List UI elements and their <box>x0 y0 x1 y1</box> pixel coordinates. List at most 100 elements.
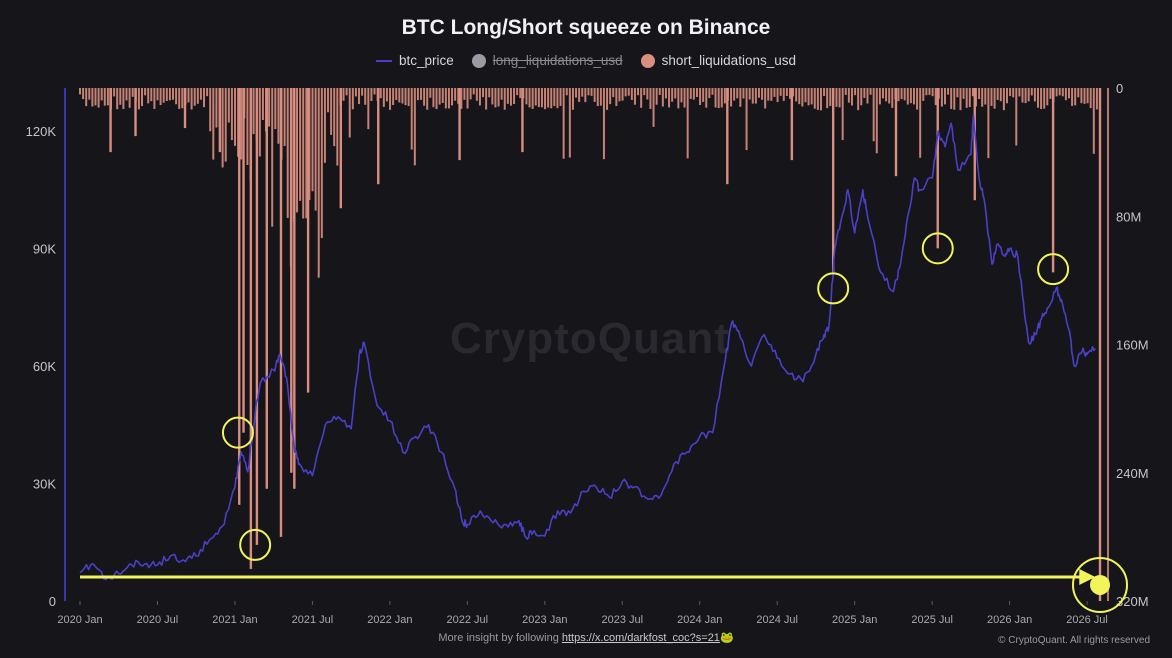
liquidation-bar <box>172 88 175 100</box>
liquidation-bar <box>1089 88 1092 109</box>
annotation-circle <box>1072 556 1128 613</box>
liquidation-bar <box>79 88 81 95</box>
liquidation-bar <box>556 88 559 109</box>
liquidation-bar <box>993 88 996 109</box>
liquidation-bar <box>475 88 478 101</box>
liquidation-bar <box>274 88 277 130</box>
liquidation-bar <box>819 88 822 111</box>
liquidation-bar <box>373 88 376 95</box>
liquidation-bar <box>692 88 695 100</box>
liquidation-spike <box>936 88 939 249</box>
liquidation-bar <box>618 88 621 102</box>
liquidation-bar <box>454 88 457 101</box>
liquidation-bar <box>525 88 528 105</box>
liquidation-bar <box>1033 88 1036 102</box>
liquidation-bar <box>385 88 388 102</box>
frog-emoji-icon: 🐸 <box>719 632 734 644</box>
legend-line-icon <box>376 59 392 62</box>
liquidation-bar <box>630 88 633 100</box>
liquidation-bar <box>906 88 909 105</box>
liquidation-bar <box>212 88 215 160</box>
liquidation-bar <box>175 88 178 105</box>
left-tick-label: 90K <box>33 242 56 257</box>
x-tick-label: 2021 Jan <box>212 614 257 626</box>
liquidation-bar <box>1012 88 1015 98</box>
liquidation-bar <box>568 88 571 158</box>
liquidation-bar <box>655 88 658 105</box>
liquidation-bar <box>776 88 779 103</box>
liquidation-spike <box>279 88 283 537</box>
liquidation-bar <box>1043 88 1046 109</box>
liquidation-bar <box>782 88 785 101</box>
liquidation-bar <box>829 88 832 107</box>
liquidation-bar <box>441 88 444 104</box>
x-tick-label: 2024 Jan <box>677 614 722 626</box>
liquidation-bar <box>770 88 773 101</box>
liquidation-bar <box>116 88 119 110</box>
liquidation-bar <box>695 88 698 98</box>
liquidation-spike <box>726 88 729 185</box>
liquidation-bar <box>466 88 469 109</box>
liquidation-bar <box>420 88 423 100</box>
liquidation-bar <box>711 88 714 95</box>
liquidation-bar <box>528 88 531 108</box>
liquidation-bar <box>258 88 261 157</box>
liquidation-bar <box>581 88 584 97</box>
legend-label: btc_price <box>399 53 454 68</box>
liquidation-bar <box>389 88 392 110</box>
liquidation-bar <box>891 88 894 108</box>
liquidation-bar <box>122 88 125 110</box>
liquidation-bar <box>788 88 791 99</box>
liquidation-bar <box>717 88 720 109</box>
liquidation-bar <box>221 88 224 168</box>
liquidation-bar <box>516 88 519 96</box>
liquidation-bar <box>658 88 661 95</box>
liquidation-bar <box>671 88 674 102</box>
liquidation-bar <box>252 88 255 135</box>
liquidation-bar <box>100 88 103 101</box>
liquidation-bar <box>277 88 280 144</box>
liquidation-bar <box>128 88 131 108</box>
liquidation-bar <box>699 88 702 105</box>
liquidation-bar <box>435 88 438 110</box>
liquidation-bar <box>959 88 962 111</box>
watermark: CryptoQuant <box>450 314 730 363</box>
liquidation-bar <box>999 88 1002 102</box>
liquidation-bar <box>562 88 565 159</box>
liquidation-bar <box>302 88 305 219</box>
annotation-circle <box>921 232 954 265</box>
legend-item-short-liquidations[interactable]: short_liquidations_usd <box>640 53 796 68</box>
liquidation-spike <box>242 88 245 433</box>
x-tick-label: 2020 Jan <box>57 614 102 626</box>
liquidation-bar <box>689 88 692 99</box>
footer-link[interactable]: https://x.com/darkfost_coc?s=21 <box>561 632 720 644</box>
liquidation-bar <box>587 88 590 96</box>
liquidation-bar <box>599 88 602 106</box>
liquidation-bar <box>661 88 664 107</box>
liquidation-spike <box>109 88 112 153</box>
liquidation-bar <box>234 88 237 146</box>
liquidation-spike <box>290 88 293 473</box>
liquidation-spike <box>377 88 380 185</box>
liquidation-bar <box>506 88 509 104</box>
legend-item-btc-price[interactable]: btc_price <box>376 53 454 68</box>
liquidation-bar <box>888 88 891 104</box>
liquidation-bar <box>996 88 999 100</box>
copyright: © CryptoQuant. All rights reserved <box>998 635 1150 646</box>
liquidation-bar <box>447 88 450 109</box>
liquidation-spike <box>249 88 253 569</box>
liquidation-bar <box>314 88 317 211</box>
liquidation-bar <box>410 88 413 150</box>
liquidation-bar <box>478 88 481 106</box>
liquidation-bar <box>503 88 506 110</box>
liquidation-bar <box>156 88 159 101</box>
liquidation-bar <box>708 88 711 99</box>
liquidation-bar <box>956 88 959 98</box>
liquidation-bar <box>85 88 88 107</box>
liquidation-bar <box>240 88 243 160</box>
liquidation-bar <box>91 88 94 107</box>
btc-price-line <box>79 114 1096 581</box>
liquidation-bar <box>779 88 782 96</box>
legend-item-long-liquidations[interactable]: long_liquidations_usd <box>471 53 623 68</box>
liquidation-bar <box>928 88 931 95</box>
